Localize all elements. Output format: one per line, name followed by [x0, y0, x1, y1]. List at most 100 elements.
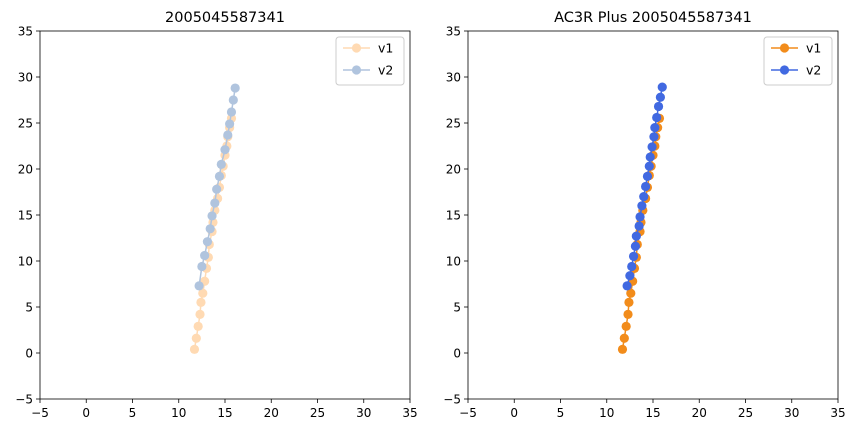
y-tick-label: 15	[446, 208, 461, 222]
data-point	[207, 211, 217, 221]
x-tick-label: 15	[217, 406, 232, 420]
legend-marker-v1	[351, 43, 362, 53]
y-tick-label: 30	[18, 70, 33, 84]
data-point	[193, 321, 203, 331]
data-point	[619, 333, 629, 343]
data-point	[635, 212, 645, 222]
data-point	[642, 171, 653, 181]
y-tick-label: 20	[18, 162, 33, 176]
data-point	[200, 250, 210, 261]
data-point	[214, 171, 225, 181]
data-point	[647, 142, 657, 152]
data-point	[623, 309, 633, 319]
axes-frame	[467, 30, 839, 400]
data-point	[639, 192, 649, 202]
series-v2	[194, 83, 240, 291]
x-tick-label: 5	[557, 406, 565, 420]
x-tick-label: 30	[356, 406, 371, 420]
legend-marker-v2	[351, 65, 362, 75]
legend-label-v2: v2	[378, 63, 393, 78]
data-point	[226, 107, 237, 117]
left-chart-panel: 2005045587341 −5 0 5 10 15 20 25 30 35 −5 0 5 10 15 20 2…	[15, 10, 417, 420]
y-tick-label: 30	[446, 70, 461, 84]
y-tick-label: −5	[443, 392, 461, 406]
data-point	[645, 152, 655, 162]
series-v1	[617, 113, 665, 354]
data-point	[652, 112, 662, 123]
data-point	[196, 297, 206, 307]
data-point	[220, 145, 230, 155]
y-tick-label: 5	[453, 300, 461, 314]
x-tick-label: 35	[830, 406, 845, 420]
y-tick-label: 10	[18, 254, 33, 268]
data-point	[649, 132, 659, 142]
data-point	[631, 231, 641, 241]
y-tick-label: 5	[25, 300, 33, 314]
chart-title: 2005045587341	[165, 10, 285, 26]
y-tick-label: 25	[18, 116, 33, 130]
data-point	[197, 261, 207, 272]
data-point	[630, 241, 641, 251]
data-point	[621, 321, 631, 331]
data-point	[225, 119, 235, 129]
series-line-v2	[198, 87, 236, 286]
data-point	[230, 83, 240, 93]
data-point	[198, 288, 208, 298]
legend-marker-v2	[779, 65, 790, 75]
x-tick-label: 20	[264, 406, 279, 420]
series-v2	[622, 82, 667, 291]
data-point	[641, 181, 651, 192]
data-point	[228, 95, 238, 105]
data-point	[210, 198, 220, 208]
y-tick-label: 35	[446, 24, 461, 38]
data-point	[189, 344, 200, 354]
data-point	[216, 159, 226, 169]
x-tick-label: 20	[692, 406, 707, 420]
data-point	[653, 101, 664, 112]
data-point	[622, 281, 632, 291]
x-tick-label: 25	[738, 406, 753, 420]
legend-label-v1: v1	[806, 41, 821, 56]
y-tick-label: 15	[18, 208, 33, 222]
legend-label-v1: v1	[378, 41, 393, 56]
x-tick-label: 35	[402, 406, 417, 420]
y-tick-label: 10	[446, 254, 461, 268]
data-point	[626, 288, 636, 298]
x-tick-label: 25	[310, 406, 325, 420]
x-tick-label: −5	[31, 406, 49, 420]
data-point	[657, 82, 667, 92]
chart-title: AC3R Plus 2005045587341	[554, 10, 752, 26]
data-point	[191, 333, 201, 343]
data-point	[625, 271, 635, 281]
data-point	[627, 261, 637, 272]
data-point	[617, 344, 628, 354]
x-tick-label: 10	[171, 406, 186, 420]
x-tick-label: 0	[82, 406, 90, 420]
right-chart-panel: AC3R Plus 2005045587341 −5 0 5 10 15 20 25 30 35 −…	[443, 10, 845, 420]
legend-marker-v1	[779, 43, 790, 53]
data-point	[223, 130, 233, 140]
x-tick-label: 10	[599, 406, 614, 420]
legend-label-v2: v2	[806, 63, 821, 78]
x-tick-label: 15	[645, 406, 660, 420]
y-tick-label: 0	[453, 346, 461, 360]
data-point	[628, 251, 639, 261]
data-point	[212, 184, 222, 194]
x-tick-label: 5	[129, 406, 137, 420]
y-tick-label: 35	[18, 24, 33, 38]
x-tick-label: −5	[459, 406, 477, 420]
y-tick-label: −5	[15, 392, 33, 406]
x-tick-label: 30	[784, 406, 799, 420]
axes-frame	[39, 30, 411, 400]
data-point	[650, 123, 660, 133]
y-tick-label: 0	[25, 346, 33, 360]
data-point	[624, 297, 634, 307]
data-point	[205, 224, 215, 234]
data-point	[655, 92, 666, 102]
y-tick-label: 20	[446, 162, 461, 176]
data-point	[195, 309, 205, 319]
data-point	[202, 237, 213, 247]
